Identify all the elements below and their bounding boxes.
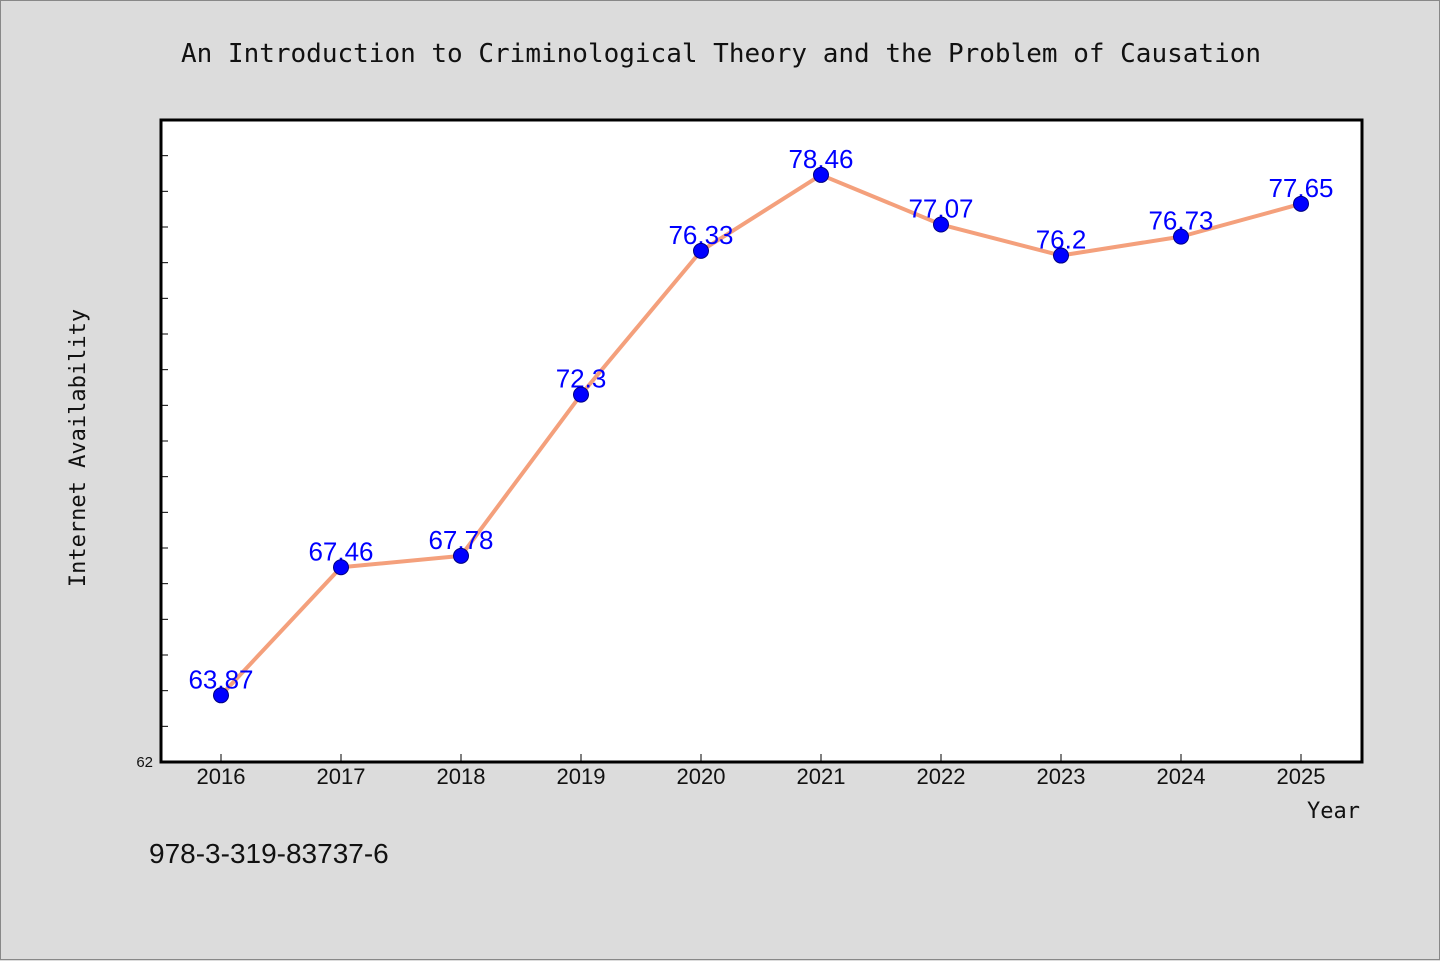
data-point xyxy=(573,386,589,403)
data-point xyxy=(1293,195,1309,212)
x-tick-label: 2025 xyxy=(1277,764,1326,789)
data-point xyxy=(933,216,949,233)
x-tick-label: 2024 xyxy=(1157,764,1206,789)
x-axis-ticks: 2016 2017 2018 2019 2020 2021 2022 2023 2024 2025 xyxy=(197,754,1326,789)
data-point xyxy=(693,242,709,259)
x-tick-label: 2018 xyxy=(437,764,486,789)
plot-border xyxy=(159,118,1364,764)
y-min-tick-label: 62 xyxy=(136,754,153,771)
series-line xyxy=(219,172,1303,698)
isbn-text: 978-3-319-83737-6 xyxy=(149,838,389,869)
x-tick-label: 2017 xyxy=(317,764,366,789)
data-point xyxy=(1053,247,1069,264)
x-tick-label: 2020 xyxy=(677,764,726,789)
x-tick-label: 2019 xyxy=(557,764,606,789)
y-axis-label: Internet Availability xyxy=(66,309,91,587)
data-point xyxy=(333,559,349,576)
plot-area xyxy=(161,120,1362,762)
series-markers xyxy=(213,166,1309,704)
x-tick-label: 2023 xyxy=(1037,764,1086,789)
data-point xyxy=(213,687,229,704)
chart-title: An Introduction to Criminological Theory… xyxy=(181,39,1261,69)
x-tick-label: 2016 xyxy=(197,764,246,789)
x-tick-label: 2022 xyxy=(917,764,966,789)
data-point xyxy=(453,547,469,564)
data-point xyxy=(1173,228,1189,245)
data-point xyxy=(813,166,829,183)
x-tick-label: 2021 xyxy=(797,764,846,789)
x-axis-label: Year xyxy=(1307,799,1360,824)
